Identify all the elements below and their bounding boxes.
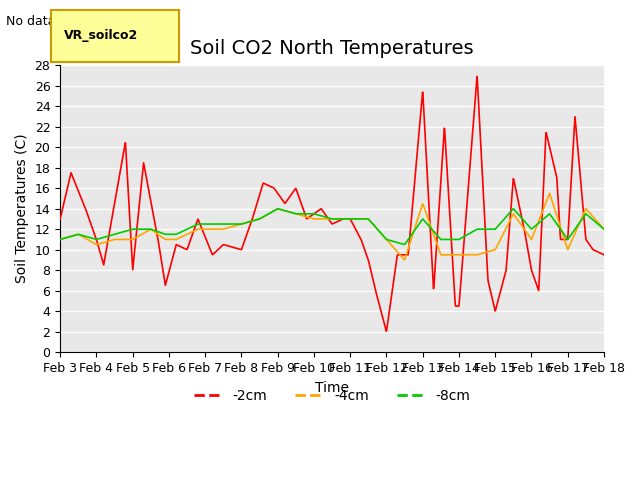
Text: VR_soilco2: VR_soilco2 [64, 29, 138, 43]
Text: No data for f_TCN_4: No data for f_TCN_4 [6, 14, 131, 27]
Legend: -2cm, -4cm, -8cm: -2cm, -4cm, -8cm [188, 384, 476, 408]
X-axis label: Time: Time [315, 381, 349, 395]
Title: Soil CO2 North Temperatures: Soil CO2 North Temperatures [190, 39, 474, 58]
Y-axis label: Soil Temperatures (C): Soil Temperatures (C) [15, 134, 29, 284]
